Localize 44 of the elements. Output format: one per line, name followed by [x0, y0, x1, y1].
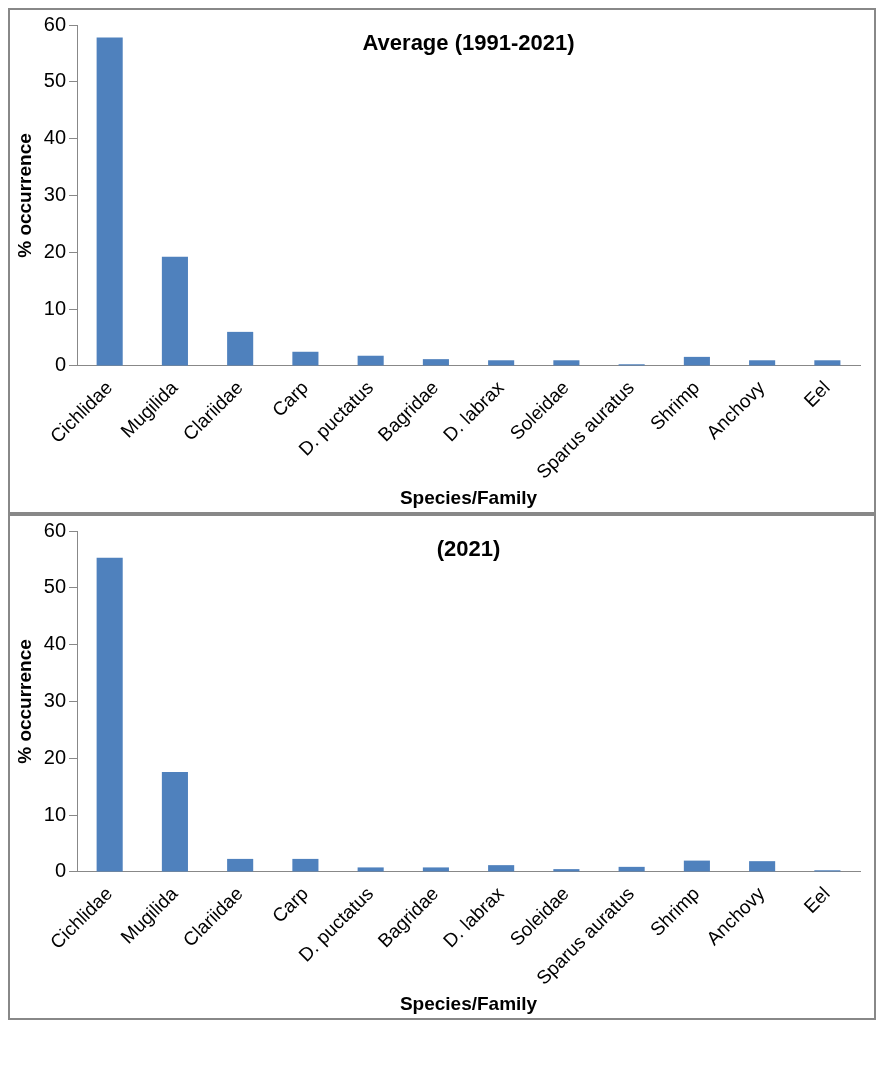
bar [553, 360, 580, 366]
y-tick-label: 0 [54, 353, 67, 376]
y-tick-label: 60 [43, 12, 67, 35]
bar [357, 867, 384, 872]
chart-title: (2021) [436, 536, 501, 562]
y-tick-label: 0 [54, 859, 67, 882]
x-tick-label: Eel [799, 376, 834, 411]
bar [161, 771, 188, 872]
bar [683, 356, 710, 366]
y-tick-label: 20 [43, 745, 67, 768]
x-tick-label: Carp [267, 882, 312, 927]
bar [422, 867, 449, 872]
y-axis-title: % occurrence [13, 639, 35, 764]
bar [357, 355, 384, 366]
y-tick-label: 40 [43, 632, 67, 655]
bar [227, 858, 254, 872]
y-tick-label: 30 [43, 689, 67, 711]
y-tick-label: 40 [43, 126, 67, 149]
y-tick-label: 50 [43, 575, 67, 598]
bar [96, 557, 123, 872]
bar [227, 331, 254, 366]
y-tick-label: 20 [43, 239, 67, 262]
bar [422, 359, 449, 366]
x-axis-title: Species/Family [399, 992, 538, 1014]
y-tick-label: 10 [43, 802, 67, 825]
bar [161, 256, 188, 366]
y-tick-label: 60 [43, 518, 67, 541]
x-axis-title: Species/Family [399, 486, 538, 508]
bar [749, 861, 776, 872]
bar [749, 360, 776, 366]
bar [292, 351, 319, 366]
bar [488, 865, 515, 872]
y-axis-title: % occurrence [13, 133, 35, 258]
y-tick-label: 30 [43, 183, 67, 205]
bar [814, 360, 841, 366]
bar [683, 860, 710, 872]
x-tick-label: Eel [799, 882, 834, 917]
y-tick-label: 50 [43, 69, 67, 92]
bar [96, 37, 123, 366]
bar [488, 360, 515, 366]
bar [292, 858, 319, 872]
chart-title: Average (1991-2021) [362, 30, 575, 56]
x-tick-label: Carp [267, 376, 312, 421]
y-tick-label: 10 [43, 296, 67, 319]
